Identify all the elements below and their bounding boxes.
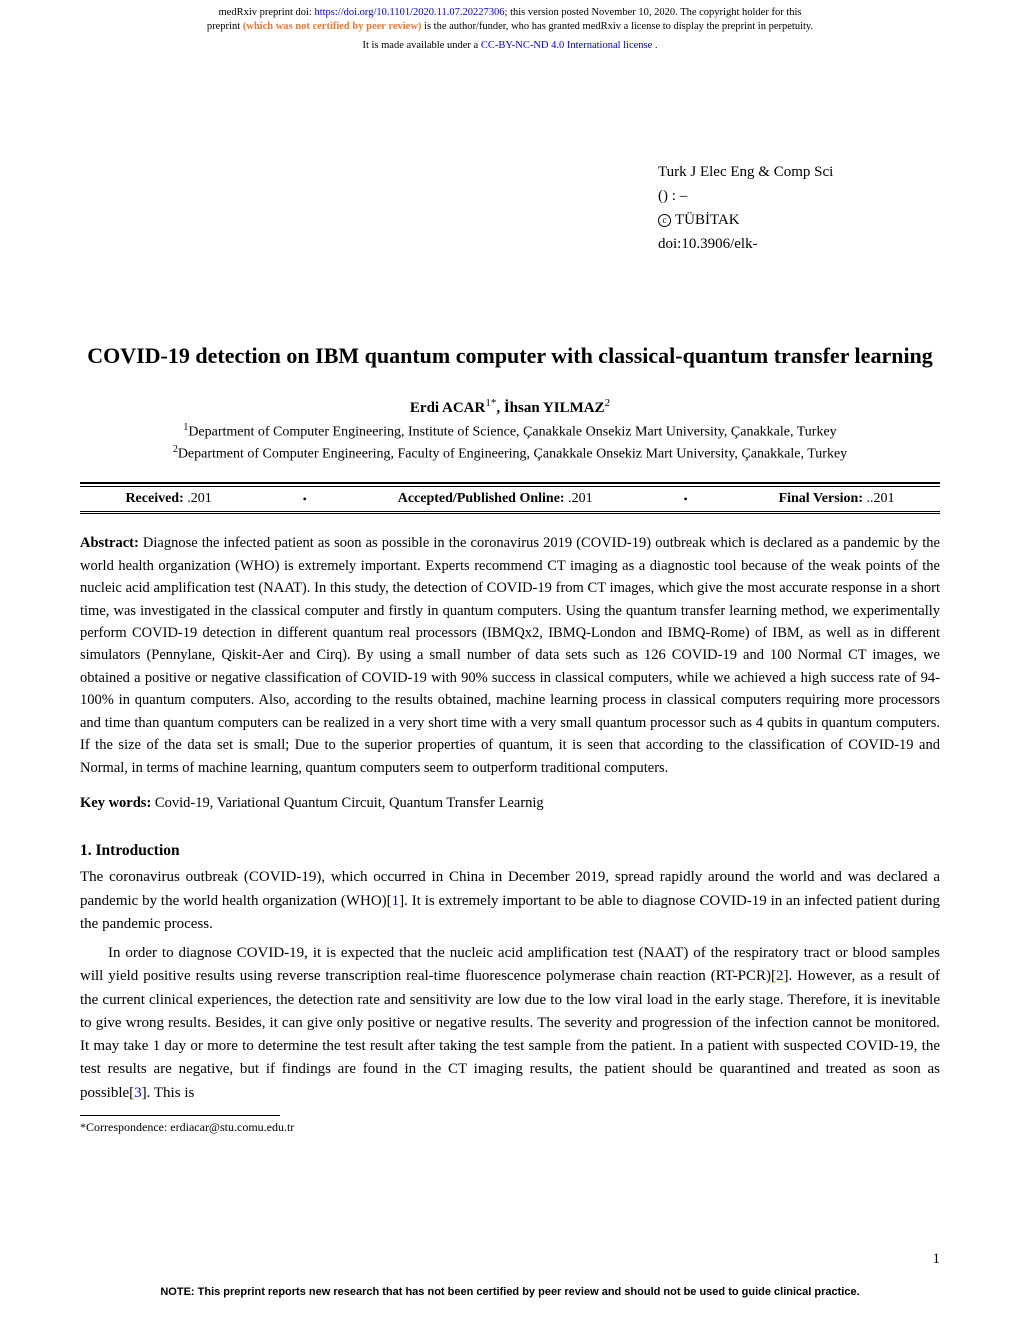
accepted-value: .201 — [565, 491, 593, 506]
keywords-text: Covid-19, Variational Quantum Circuit, Q… — [155, 795, 544, 811]
aff1-text: Department of Computer Engineering, Inst… — [188, 425, 836, 440]
bullet-1: • — [303, 492, 307, 507]
keywords-label: Key words: — [80, 795, 155, 811]
dates-row: Received: .201 • Accepted/Published Onli… — [80, 486, 940, 511]
section-1-para-1: The coronavirus outbreak (COVID-19), whi… — [80, 866, 940, 936]
aff2-text: Department of Computer Engineering, Facu… — [178, 446, 847, 461]
received-cell: Received: .201 — [125, 491, 211, 507]
footnote-text: Correspondence: erdiacar@stu.comu.edu.tr — [86, 1120, 294, 1134]
journal-volume: () : – — [658, 184, 833, 208]
abstract-text: Diagnose the infected patient as soon as… — [80, 535, 940, 776]
journal-block: Turk J Elec Eng & Comp Sci () : – c TÜBİ… — [658, 160, 833, 256]
note-bold: NOTE: This preprint reports new research… — [160, 1286, 859, 1298]
author2-sup: 2 — [605, 397, 611, 409]
dates-table: Received: .201 • Accepted/Published Onli… — [80, 482, 940, 514]
preprint-header: medRxiv preprint doi: https://doi.org/10… — [0, 0, 1020, 36]
paper-title: COVID-19 detection on IBM quantum comput… — [0, 341, 1020, 371]
license-suffix: . — [652, 40, 657, 51]
final-value: ..201 — [863, 491, 895, 506]
license-line: It is made available under a CC-BY-NC-ND… — [0, 36, 1020, 51]
footnote: *Correspondence: erdiacar@stu.comu.edu.t… — [80, 1120, 940, 1135]
accepted-label: Accepted/Published Online: — [398, 491, 565, 506]
received-label: Received: — [125, 491, 183, 506]
section-1-para-2: In order to diagnose COVID-19, it is exp… — [80, 942, 940, 1105]
license-prefix: It is made available under a — [362, 40, 480, 51]
abstract-label: Abstract: — [80, 535, 143, 551]
copyright-icon: c — [658, 214, 671, 227]
author1-sup: 1* — [485, 397, 496, 409]
affiliations: 1Department of Computer Engineering, Ins… — [0, 421, 1020, 464]
preprint-line2-suffix: is the author/funder, who has granted me… — [421, 21, 813, 32]
dates-bottom-rule — [80, 511, 940, 513]
journal-doi: doi:10.3906/elk- — [658, 232, 833, 256]
abstract: Abstract: Diagnose the infected patient … — [80, 532, 940, 779]
final-label: Final Version: — [779, 491, 863, 506]
preprint-line2-orange: (which was not certified by peer review) — [243, 21, 422, 32]
preprint-doi-link[interactable]: https://doi.org/10.1101/2020.11.07.20227… — [314, 7, 504, 18]
journal-publisher-line: c TÜBİTAK — [658, 208, 833, 232]
section-1-heading: 1. Introduction — [80, 842, 940, 860]
keywords: Key words: Covid-19, Variational Quantum… — [80, 795, 940, 812]
journal-name: Turk J Elec Eng & Comp Sci — [658, 160, 833, 184]
authors-separator: , — [496, 400, 504, 416]
author2-name: İhsan YILMAZ — [504, 400, 605, 416]
authors: Erdi ACAR1*, İhsan YILMAZ2 — [0, 397, 1020, 417]
author1-name: Erdi ACAR — [410, 400, 485, 416]
journal-publisher: TÜBİTAK — [675, 208, 740, 232]
footnote-rule — [80, 1115, 280, 1116]
accepted-cell: Accepted/Published Online: .201 — [398, 491, 593, 507]
ref-link-3[interactable]: 3 — [134, 1085, 142, 1101]
preprint-line2: preprint (which was not certified by pee… — [207, 21, 813, 32]
note-line: NOTE: This preprint reports new research… — [0, 1286, 1020, 1298]
page-number: 1 — [933, 1251, 941, 1268]
bullet-2: • — [683, 492, 687, 507]
preprint-line1-prefix: medRxiv preprint doi: — [219, 7, 315, 18]
para2-text-b: ]. However, as a result of the current c… — [80, 968, 940, 1100]
received-value: .201 — [184, 491, 212, 506]
final-cell: Final Version: ..201 — [779, 491, 895, 507]
para2-text-c: ]. This is — [142, 1085, 195, 1101]
license-link[interactable]: CC-BY-NC-ND 4.0 International license — [481, 40, 652, 51]
preprint-line1-suffix: ; this version posted November 10, 2020.… — [505, 7, 802, 18]
preprint-line2-prefix: preprint — [207, 21, 243, 32]
